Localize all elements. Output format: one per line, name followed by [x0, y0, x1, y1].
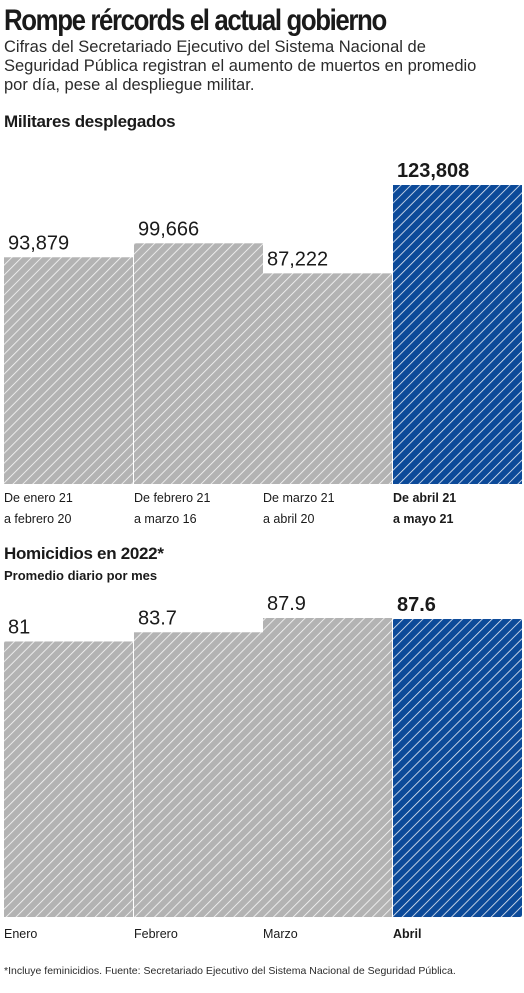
- category-label-2-line-1: De febrero 21: [134, 491, 210, 505]
- bar-1: [4, 641, 133, 917]
- category-label-1-line-2: a febrero 20: [4, 512, 71, 526]
- bar-3: [263, 618, 392, 917]
- category-label-2-line-2: a marzo 16: [134, 512, 197, 526]
- category-label-1-line-1: Enero: [4, 927, 37, 941]
- category-label-3-line-2: a abril 20: [263, 512, 314, 526]
- value-label-1: 81: [8, 616, 30, 638]
- bar-2: [134, 632, 263, 917]
- homicidios-section-title: Homicidios en 2022*: [4, 544, 164, 563]
- militares-section-title: Militares desplegados: [4, 112, 176, 131]
- bar-4: [393, 185, 522, 484]
- chart-subtitle: Cifras del Secretariado Ejecutivo del Si…: [4, 38, 477, 94]
- bar-1: [4, 257, 133, 484]
- value-label-4: 123,808: [397, 160, 469, 182]
- chart-title: Rompe rércords el actual gobierno: [4, 4, 387, 37]
- category-label-4-line-1: Abril: [393, 927, 421, 941]
- category-label-4-line-1: De abril 21: [393, 491, 456, 505]
- value-label-3: 87.9: [267, 593, 306, 615]
- category-label-3-line-1: Marzo: [263, 927, 298, 941]
- value-label-1: 93,879: [8, 232, 69, 254]
- value-label-4: 87.6: [397, 594, 436, 616]
- bar-2: [134, 243, 263, 484]
- value-label-2: 99,666: [138, 218, 199, 240]
- value-label-3: 87,222: [267, 248, 328, 270]
- value-label-2: 83.7: [138, 607, 177, 629]
- militares-bar-chart: 93,879 De enero 21 a febrero 20 99,666 De fe…: [4, 160, 522, 526]
- category-label-4-line-2: a mayo 21: [393, 512, 454, 526]
- category-label-2-line-1: Febrero: [134, 927, 178, 941]
- homicidios-bar-chart: 81 Enero 83.7 Febrero 87.9 Marzo 87.6 Abril: [4, 593, 522, 941]
- homicidios-section-subtitle: Promedio diario por mes: [4, 568, 158, 583]
- bar-3: [263, 273, 392, 484]
- source-note: *Incluye feminicidios. Fuente: Secretari…: [4, 965, 456, 977]
- bar-4: [393, 619, 522, 917]
- category-label-3-line-1: De marzo 21: [263, 491, 335, 505]
- category-label-1-line-1: De enero 21: [4, 491, 73, 505]
